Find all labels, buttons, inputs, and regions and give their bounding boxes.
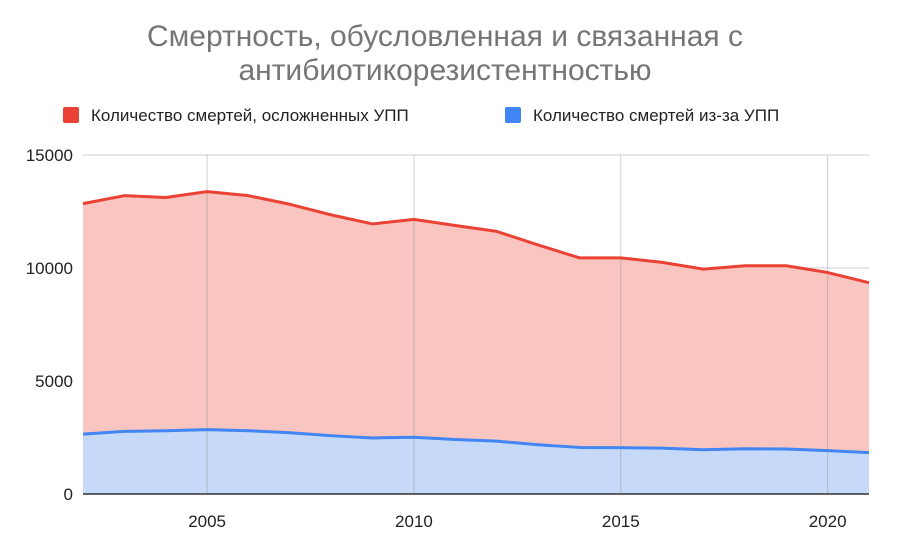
legend-label-series-2: Количество смертей из-за УПП [533, 106, 779, 125]
line-series-1 [82, 190, 870, 285]
y-axis-ticks: 0 5000 10000 15000 [26, 146, 73, 504]
area-series-1 [83, 191, 869, 495]
y-tick-label: 0 [64, 485, 73, 504]
x-tick-label: 2005 [188, 512, 226, 531]
legend-swatch-series-2 [505, 107, 521, 123]
legend-swatch-series-1 [63, 107, 79, 123]
legend-label-series-1: Количество смертей, осложненных УПП [91, 106, 409, 125]
x-tick-label: 2015 [602, 512, 640, 531]
y-tick-label: 10000 [26, 259, 73, 278]
area-series-2 [83, 429, 869, 494]
chart-title-line-2: антибиотикорезистентностью [238, 54, 651, 87]
plot-areas [83, 155, 869, 495]
x-tick-label: 2020 [809, 512, 847, 531]
line-series-2 [82, 428, 870, 455]
chart-title-line-1: Смертность, обусловленная и связанная с [147, 20, 743, 53]
plot-lines [82, 190, 870, 455]
x-axis-ticks: 2005 2010 2015 2020 [188, 512, 846, 531]
legend: Количество смертей, осложненных УПП Коли… [63, 106, 779, 125]
y-tick-label: 15000 [26, 146, 73, 165]
y-tick-label: 5000 [35, 372, 73, 391]
x-tick-label: 2010 [395, 512, 433, 531]
